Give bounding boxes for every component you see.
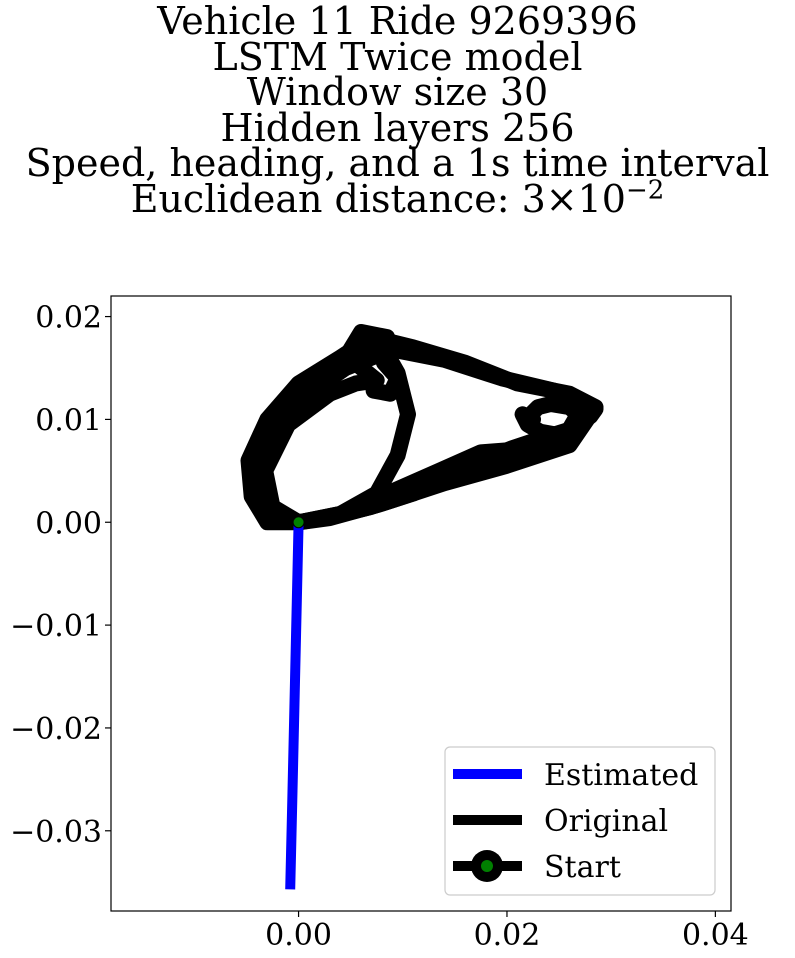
distance-exponent: −2 [625,174,665,205]
x-tick-label: 0.04 [682,918,749,953]
series-layer [240,324,604,890]
title-line-window: Window size 30 [246,70,549,114]
legend: Estimated Original Start [444,746,716,896]
series-original-segment-5 [290,401,604,531]
y-tick-label: 0.02 [35,301,102,336]
legend-label-estimated: Estimated [544,758,698,793]
axis-layer: 0.00 0.02 0.04 0.02 0.01 0.00 −0.01 −0.02 −0.03 [10,301,749,953]
title-line-hidden: Hidden layers 256 [220,105,575,150]
title-line-distance: Euclidean distance: 3×10−2 [0,177,795,218]
start-marker-0 [292,516,305,529]
legend-label-original: Original [544,804,668,839]
y-tick-label: 0.01 [35,403,102,438]
y-tick-label: −0.02 [10,712,102,747]
y-tick-label: −0.03 [10,815,102,850]
legend-swatch-start-dot [481,860,493,872]
series-estimated-line [285,522,304,890]
title-line-vehicle: Vehicle 11 Ride 9269396 [157,0,638,43]
chart-title: Vehicle 11 Ride 9269396 LSTM Twice model… [0,0,795,218]
y-tick-label: 0.00 [35,506,102,541]
series-original-segment-3 [257,324,406,531]
legend-box [444,746,716,896]
y-tick-label: −0.01 [10,609,102,644]
title-line-model: LSTM Twice model [212,34,583,79]
legend-label-start: Start [544,850,621,885]
series-original-segment-2 [248,341,588,531]
distance-text: Euclidean distance: 3×10 [130,176,626,221]
title-line-features: Speed, heading, and a 1s time interval [25,141,770,185]
plot-frame [110,295,732,912]
x-tick-label: 0.00 [265,918,332,953]
x-tick-label: 0.02 [474,918,541,953]
